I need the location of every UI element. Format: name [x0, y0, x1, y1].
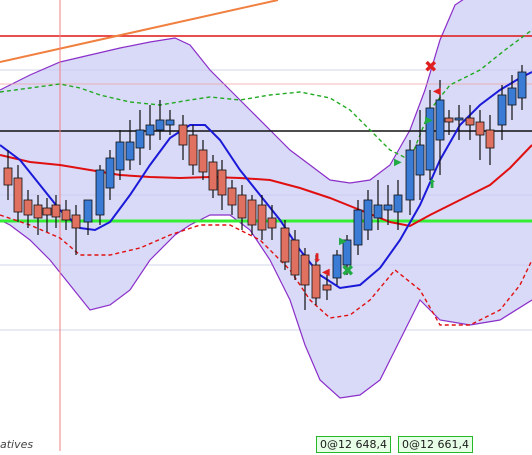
candle-body[interactable] [300, 254, 310, 286]
exit-marker-top[interactable]: ✖ [424, 57, 437, 76]
candle-body[interactable] [83, 199, 93, 223]
candle-body[interactable] [42, 207, 52, 216]
candle-body[interactable] [71, 214, 81, 229]
candle-body[interactable] [115, 141, 125, 171]
candle-body[interactable] [165, 119, 175, 126]
bollinger-band-fill [0, 0, 532, 398]
arrow-up-icon[interactable]: ⬆ [427, 177, 437, 191]
lower-envelope [0, 214, 532, 326]
candle-body[interactable] [342, 239, 352, 266]
candle-body[interactable] [105, 157, 115, 189]
caption-text: atives [0, 438, 34, 451]
candle-body[interactable] [311, 264, 321, 299]
candle-body[interactable] [23, 199, 33, 216]
candle-body[interactable] [465, 117, 475, 126]
candle-body[interactable] [475, 121, 485, 136]
slow-moving-average [0, 144, 532, 228]
triangle-right-icon: ▶ [339, 236, 347, 247]
candle-body[interactable] [257, 204, 267, 231]
arrow-down-icon[interactable]: ⬇ [312, 251, 322, 265]
candle-body[interactable] [497, 94, 507, 126]
triangle-right-icon: ▶ [394, 157, 402, 168]
candle-body[interactable] [425, 107, 435, 171]
candle-body[interactable] [363, 199, 373, 231]
candle-body[interactable] [322, 284, 332, 291]
bollinger-upper [0, 0, 464, 184]
candle-body[interactable] [155, 119, 165, 131]
bollinger-lower [0, 214, 532, 399]
candle-body[interactable] [454, 117, 464, 121]
candle-body[interactable] [198, 149, 208, 173]
order-tag[interactable]: 0@12 661,4 [398, 436, 473, 453]
candle-body[interactable] [61, 209, 71, 221]
candle-body[interactable] [135, 129, 145, 149]
fast-moving-average [0, 71, 532, 290]
candle-body[interactable] [208, 161, 218, 191]
x-cross-icon: ✖ [341, 261, 354, 280]
candle-body[interactable] [237, 194, 247, 219]
candle-body[interactable] [280, 227, 290, 263]
candle-body[interactable] [517, 71, 527, 99]
candle-body[interactable] [267, 217, 277, 229]
triangle-left-icon: ◀ [322, 267, 330, 278]
candle-body[interactable] [3, 167, 13, 186]
candlesticks[interactable] [3, 65, 527, 310]
candle-body[interactable] [383, 204, 393, 211]
candle-body[interactable] [290, 239, 300, 276]
candle-body[interactable] [51, 204, 61, 218]
order-tag[interactable]: 0@12 648,4 [316, 436, 391, 453]
candle-body[interactable] [435, 99, 445, 141]
candle-body[interactable] [353, 209, 363, 246]
candle-body[interactable] [393, 194, 403, 213]
exit-marker-bottom[interactable]: ✖ [341, 261, 354, 280]
candle-body[interactable] [405, 149, 415, 201]
candle-body[interactable] [227, 187, 237, 206]
candle-body[interactable] [145, 124, 155, 136]
candle-body[interactable] [178, 124, 188, 146]
candle-body[interactable] [373, 204, 383, 219]
candle-body[interactable] [188, 134, 198, 166]
candle-body[interactable] [485, 129, 495, 149]
triangle-left-icon: ◀ [433, 86, 441, 97]
candle-body[interactable] [415, 144, 425, 176]
candle-body[interactable] [125, 141, 135, 161]
x-cross-icon: ✖ [424, 57, 437, 76]
candle-body[interactable] [507, 87, 517, 106]
candle-body[interactable] [444, 117, 454, 123]
candle-body[interactable] [217, 169, 227, 196]
candle-body[interactable] [33, 204, 43, 219]
triangle-right-icon: ▶ [425, 115, 433, 126]
candle-body[interactable] [332, 254, 342, 279]
candle-body[interactable] [247, 199, 257, 226]
trendline[interactable] [0, 0, 279, 63]
candle-body[interactable] [13, 177, 23, 213]
candle-body[interactable] [95, 169, 105, 216]
